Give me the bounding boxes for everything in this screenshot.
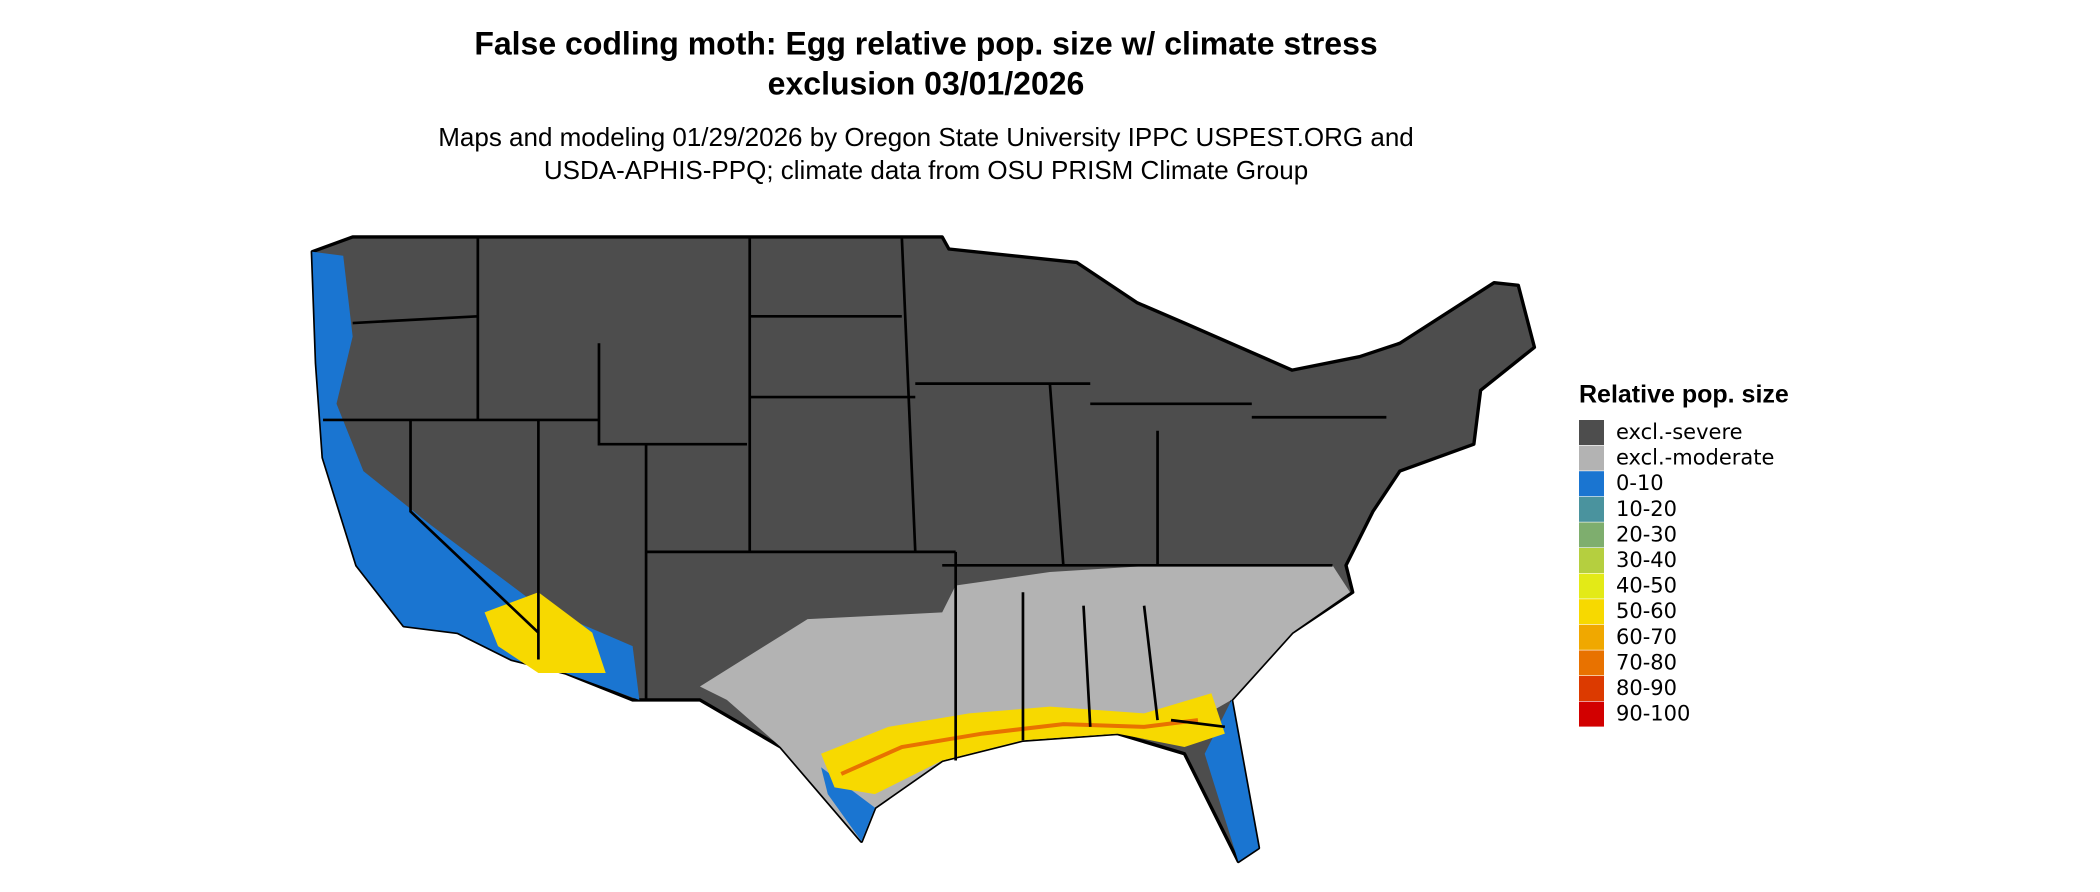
warm-zone — [484, 592, 1225, 795]
legend-label: 30-40 — [1616, 548, 1677, 572]
legend-swatch — [1579, 548, 1604, 573]
legend-swatch — [1579, 573, 1604, 599]
subtitle: Maps and modeling 01/29/2026 by Oregon S… — [438, 122, 1414, 152]
legend-swatch — [1579, 650, 1604, 676]
us-map — [310, 235, 1537, 864]
legend-swatch — [1579, 599, 1604, 625]
title: False codling moth: Egg relative pop. si… — [474, 25, 1377, 61]
legend-swatch — [1579, 676, 1604, 701]
legend: excl.-severeexcl.-moderate0-1010-2020-30… — [1579, 420, 1774, 727]
legend-swatch — [1579, 471, 1604, 497]
legend-title: Relative pop. size — [1579, 381, 1789, 409]
legend-label: 0-10 — [1616, 471, 1664, 495]
legend-label: 20-30 — [1616, 522, 1677, 546]
legend-swatch — [1579, 624, 1604, 650]
legend-label: excl.-moderate — [1616, 446, 1774, 470]
state-borders — [323, 236, 1387, 761]
legend-label: 50-60 — [1616, 599, 1677, 623]
legend-swatch — [1579, 522, 1604, 548]
legend-label: excl.-severe — [1616, 420, 1743, 444]
legend-label: 90-100 — [1616, 702, 1690, 726]
legend-label: 80-90 — [1616, 676, 1677, 700]
legend-swatch — [1579, 701, 1604, 727]
legend-swatch — [1579, 496, 1604, 522]
legend-label: 60-70 — [1616, 625, 1677, 649]
legend-label: 70-80 — [1616, 650, 1677, 674]
legend-swatch — [1579, 445, 1604, 471]
title: exclusion 03/01/2026 — [768, 65, 1085, 101]
subtitle: USDA-APHIS-PPQ; climate data from OSU PR… — [544, 155, 1308, 185]
legend-swatch — [1579, 420, 1604, 445]
legend-label: 10-20 — [1616, 497, 1677, 521]
low-zone — [312, 251, 640, 700]
legend-label: 40-50 — [1616, 574, 1677, 598]
